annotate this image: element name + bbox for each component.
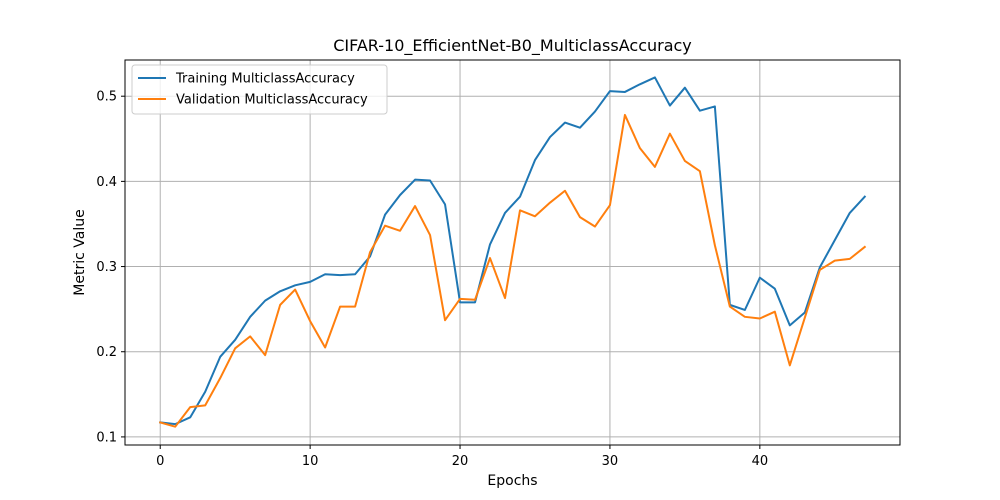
y-tick-label: 0.5 (96, 90, 117, 105)
axis-ticks: 0 10 20 30 40 0.1 0.2 0.3 0.4 0.5 (96, 90, 768, 469)
y-tick-label: 0.3 (96, 260, 117, 275)
x-tick-label: 40 (752, 454, 769, 469)
y-tick-label: 0.4 (96, 175, 117, 190)
series-layer (158, 76, 867, 428)
x-tick-label: 0 (156, 454, 164, 469)
validation-accuracy-line (158, 113, 867, 428)
x-tick-label: 20 (452, 454, 469, 469)
grid (125, 60, 900, 445)
x-axis-label: Epochs (487, 473, 537, 489)
legend-label-training: Training MulticlassAccuracy (175, 72, 355, 87)
x-tick-label: 10 (302, 454, 319, 469)
training-accuracy-line (159, 76, 867, 426)
legend-box (131, 64, 388, 115)
x-tick-label: 30 (602, 454, 619, 469)
y-axis-label: Metric Value (72, 209, 88, 295)
chart-title: CIFAR-10_EfficientNet-B0_MulticlassAccur… (333, 36, 692, 56)
y-tick-label: 0.1 (96, 430, 117, 445)
legend: Training MulticlassAccuracy Validation M… (131, 64, 388, 115)
legend-label-validation: Validation MulticlassAccuracy (176, 93, 368, 108)
y-tick-label: 0.2 (96, 345, 117, 360)
plot-area-frame (124, 59, 901, 446)
